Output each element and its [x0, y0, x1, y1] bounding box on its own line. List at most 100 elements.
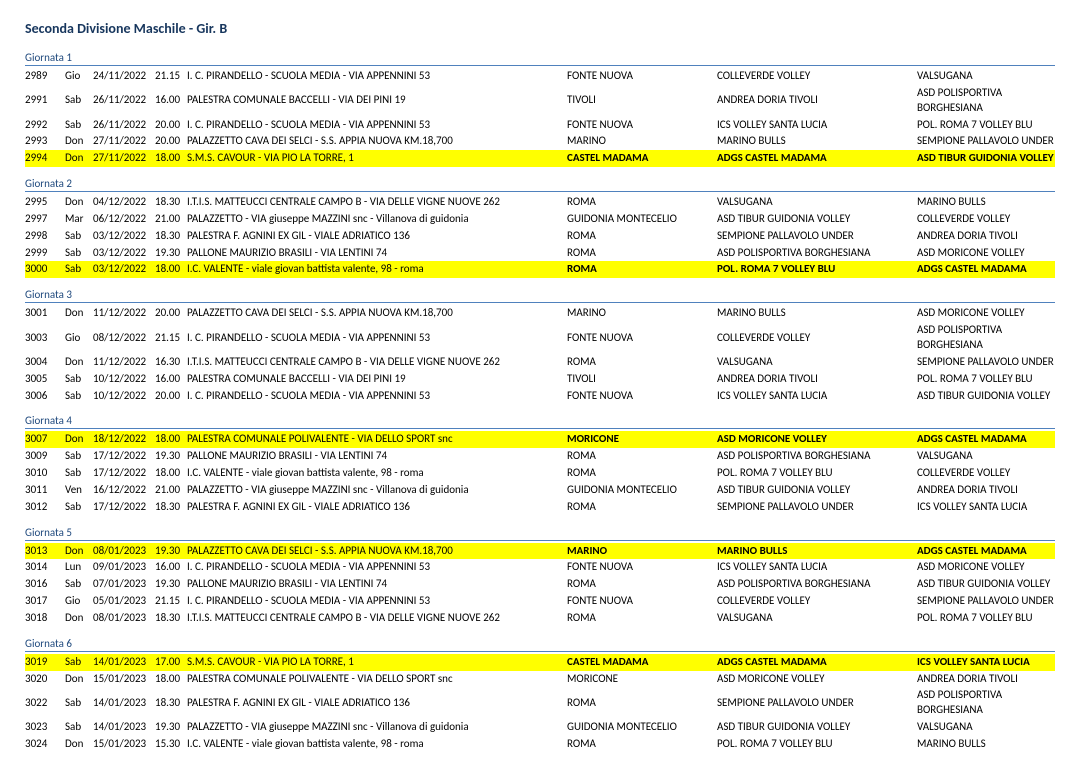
match-id: 2993 — [25, 134, 65, 149]
city: TIVOLI — [567, 93, 717, 108]
venue: PALESTRA F. AGNINI EX GIL - VIALE ADRIAT… — [187, 229, 567, 244]
city: MORICONE — [567, 432, 717, 447]
match-id: 3009 — [25, 449, 65, 464]
match-time: 19.30 — [155, 577, 187, 592]
day-name: Sab — [65, 466, 93, 481]
venue: I.C. VALENTE - viale giovan battista val… — [187, 466, 567, 481]
day-name: Sab — [65, 449, 93, 464]
away-team: COLLEVERDE VOLLEY — [917, 212, 1055, 227]
day-name: Lun — [65, 560, 93, 575]
home-team: MARINO BULLS — [717, 306, 917, 321]
match-row: 3014Lun09/01/202316.00I. C. PIRANDELLO -… — [25, 559, 1055, 576]
match-date: 15/01/2023 — [93, 737, 155, 752]
home-team: VALSUGANA — [717, 611, 917, 626]
day-name: Gio — [65, 594, 93, 609]
match-time: 16.00 — [155, 560, 187, 575]
match-date: 18/12/2022 — [93, 432, 155, 447]
away-team: ANDREA DORIA TIVOLI — [917, 229, 1055, 244]
home-team: SEMPIONE PALLAVOLO UNDER — [717, 229, 917, 244]
home-team: ASD POLISPORTIVA BORGHESIANA — [717, 246, 917, 261]
giornata-title: Giornata 1 — [25, 51, 1055, 66]
city: GUIDONIA MONTECELIO — [567, 483, 717, 498]
match-date: 14/01/2023 — [93, 655, 155, 670]
home-team: ICS VOLLEY SANTA LUCIA — [717, 560, 917, 575]
match-id: 3017 — [25, 594, 65, 609]
home-team: ANDREA DORIA TIVOLI — [717, 93, 917, 108]
city: ROMA — [567, 611, 717, 626]
city: GUIDONIA MONTECELIO — [567, 720, 717, 735]
giornata-title: Giornata 2 — [25, 177, 1055, 192]
match-time: 21.00 — [155, 212, 187, 227]
match-time: 18.30 — [155, 611, 187, 626]
day-name: Don — [65, 611, 93, 626]
day-name: Gio — [65, 331, 93, 346]
match-id: 3007 — [25, 432, 65, 447]
city: ROMA — [567, 737, 717, 752]
away-team: ICS VOLLEY SANTA LUCIA — [917, 500, 1055, 515]
venue: I.T.I.S. MATTEUCCI CENTRALE CAMPO B - VI… — [187, 195, 567, 210]
page-title: Seconda Divisione Maschile - Gir. B — [25, 20, 1055, 37]
venue: PALESTRA F. AGNINI EX GIL - VIALE ADRIAT… — [187, 500, 567, 515]
match-row: 3009Sab17/12/202219.30PALLONE MAURIZIO B… — [25, 448, 1055, 465]
venue: I. C. PIRANDELLO - SCUOLA MEDIA - VIA AP… — [187, 331, 567, 346]
match-time: 20.00 — [155, 389, 187, 404]
giornata-block: Giornata 53013Don08/01/202319.30PALAZZET… — [25, 526, 1055, 627]
away-team: POL. ROMA 7 VOLLEY BLU — [917, 118, 1055, 133]
schedule-table: Giornata 12989Gio24/11/202221.15I. C. PI… — [25, 51, 1055, 753]
giornata-block: Giornata 63019Sab14/01/202317.00S.M.S. C… — [25, 637, 1055, 753]
city: ROMA — [567, 696, 717, 711]
match-row: 2999Sab03/12/202219.30PALLONE MAURIZIO B… — [25, 245, 1055, 262]
match-id: 3019 — [25, 655, 65, 670]
match-row: 2992Sab26/11/202220.00I. C. PIRANDELLO -… — [25, 117, 1055, 134]
venue: S.M.S. CAVOUR - VIA PIO LA TORRE, 1 — [187, 151, 567, 166]
venue: I. C. PIRANDELLO - SCUOLA MEDIA - VIA AP… — [187, 118, 567, 133]
match-time: 18.00 — [155, 262, 187, 277]
venue: PALESTRA COMUNALE POLIVALENTE - VIA DELL… — [187, 672, 567, 687]
venue: S.M.S. CAVOUR - VIA PIO LA TORRE, 1 — [187, 655, 567, 670]
giornata-title: Giornata 3 — [25, 288, 1055, 303]
city: FONTE NUOVA — [567, 118, 717, 133]
match-id: 3012 — [25, 500, 65, 515]
away-team: MARINO BULLS — [917, 195, 1055, 210]
home-team: SEMPIONE PALLAVOLO UNDER — [717, 500, 917, 515]
day-name: Sab — [65, 262, 93, 277]
match-id: 2991 — [25, 93, 65, 108]
home-team: VALSUGANA — [717, 195, 917, 210]
match-id: 2992 — [25, 118, 65, 133]
away-team: SEMPIONE PALLAVOLO UNDER — [917, 594, 1055, 609]
match-id: 3006 — [25, 389, 65, 404]
away-team: COLLEVERDE VOLLEY — [917, 466, 1055, 481]
venue: PALLONE MAURIZIO BRASILI - VIA LENTINI 7… — [187, 449, 567, 464]
match-id: 3005 — [25, 372, 65, 387]
away-team: ANDREA DORIA TIVOLI — [917, 672, 1055, 687]
match-row: 3007Don18/12/202218.00PALESTRA COMUNALE … — [25, 431, 1055, 448]
venue: PALAZZETTO CAVA DEI SELCI - S.S. APPIA N… — [187, 306, 567, 321]
city: ROMA — [567, 500, 717, 515]
match-date: 17/12/2022 — [93, 466, 155, 481]
day-name: Don — [65, 432, 93, 447]
day-name: Don — [65, 737, 93, 752]
city: FONTE NUOVA — [567, 69, 717, 84]
match-time: 19.30 — [155, 246, 187, 261]
venue: PALLONE MAURIZIO BRASILI - VIA LENTINI 7… — [187, 246, 567, 261]
match-date: 03/12/2022 — [93, 246, 155, 261]
away-team: POL. ROMA 7 VOLLEY BLU — [917, 372, 1055, 387]
away-team: ASD POLISPORTIVA BORGHESIANA — [917, 86, 1055, 116]
home-team: MARINO BULLS — [717, 134, 917, 149]
match-row: 2997Mar06/12/202221.00PALAZZETTO - VIA g… — [25, 211, 1055, 228]
match-time: 20.00 — [155, 134, 187, 149]
giornata-block: Giornata 33001Don11/12/202220.00PALAZZET… — [25, 288, 1055, 404]
match-time: 15.30 — [155, 737, 187, 752]
city: TIVOLI — [567, 372, 717, 387]
home-team: VALSUGANA — [717, 355, 917, 370]
match-date: 10/12/2022 — [93, 372, 155, 387]
match-time: 20.00 — [155, 118, 187, 133]
away-team: ICS VOLLEY SANTA LUCIA — [917, 655, 1055, 670]
match-row: 2994Don27/11/202218.00S.M.S. CAVOUR - VI… — [25, 150, 1055, 167]
match-date: 27/11/2022 — [93, 151, 155, 166]
home-team: COLLEVERDE VOLLEY — [717, 69, 917, 84]
match-row: 3006Sab10/12/202220.00I. C. PIRANDELLO -… — [25, 388, 1055, 405]
away-team: VALSUGANA — [917, 449, 1055, 464]
away-team: MARINO BULLS — [917, 737, 1055, 752]
away-team: ASD MORICONE VOLLEY — [917, 560, 1055, 575]
